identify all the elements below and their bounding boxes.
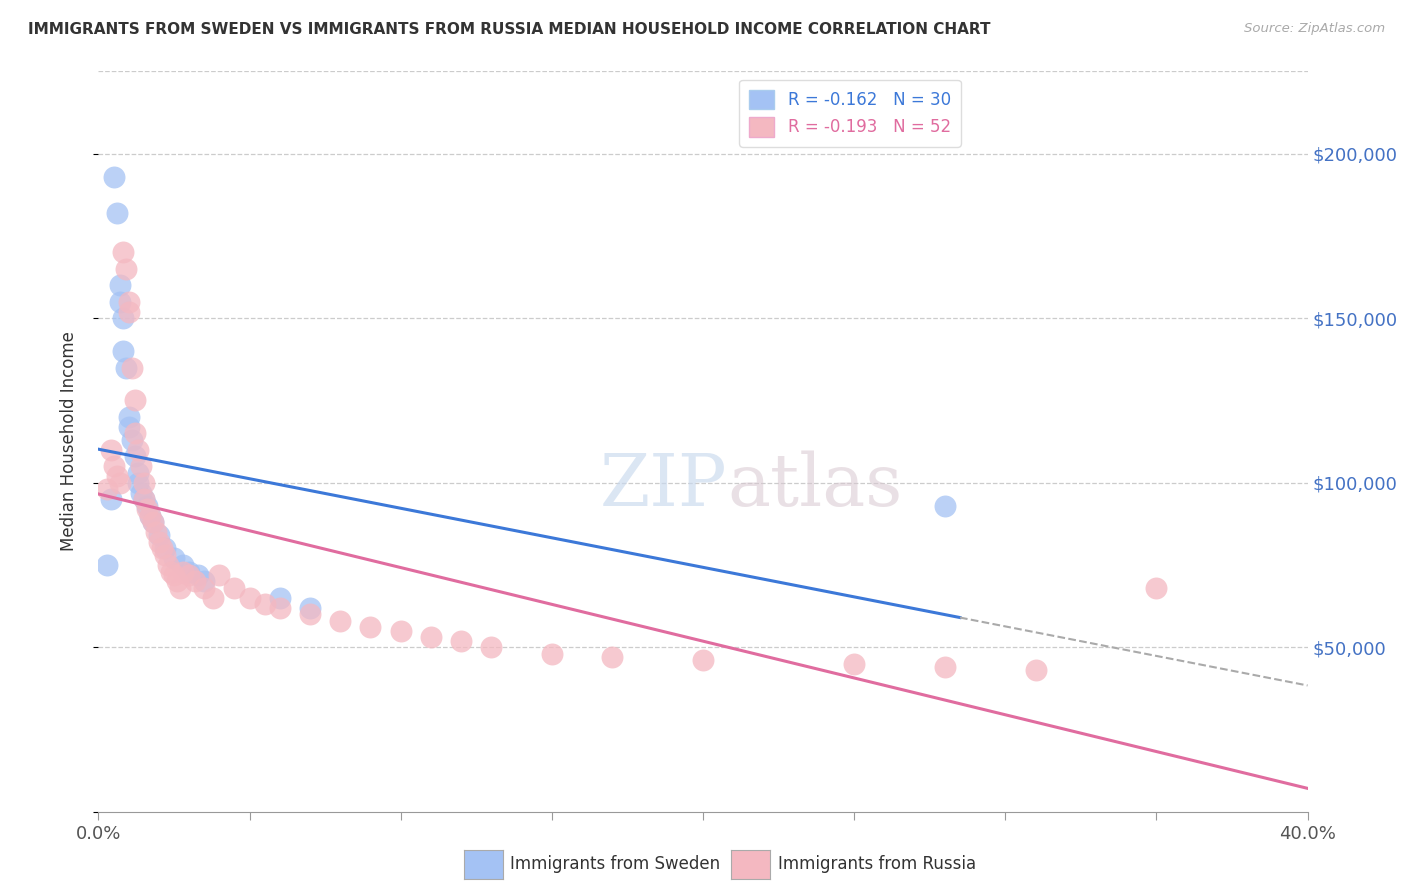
Point: [187, 567, 209, 582]
Point: [329, 614, 352, 628]
Point: [127, 466, 149, 480]
Point: [193, 574, 215, 589]
Point: [132, 492, 155, 507]
Point: [299, 600, 322, 615]
Point: [172, 565, 194, 579]
Point: [139, 508, 162, 523]
Point: [108, 475, 131, 490]
Point: [179, 567, 201, 582]
Point: [692, 653, 714, 667]
Point: [114, 360, 136, 375]
Point: [150, 541, 173, 556]
Point: [934, 660, 956, 674]
Point: [139, 508, 162, 523]
Point: [179, 565, 201, 579]
Point: [166, 574, 188, 589]
Point: [129, 485, 152, 500]
Point: [163, 567, 186, 582]
Point: [142, 515, 165, 529]
Point: [108, 278, 131, 293]
Point: [142, 515, 165, 529]
Point: [118, 419, 141, 434]
Text: atlas: atlas: [727, 450, 903, 521]
Text: Immigrants from Russia: Immigrants from Russia: [778, 855, 976, 873]
Point: [103, 169, 125, 184]
Point: [114, 261, 136, 276]
Point: [100, 492, 122, 507]
Point: [124, 393, 146, 408]
Point: [127, 442, 149, 457]
Point: [360, 620, 382, 634]
Point: [100, 442, 122, 457]
Legend: R = -0.162   N = 30, R = -0.193   N = 52: R = -0.162 N = 30, R = -0.193 N = 52: [740, 79, 960, 146]
Point: [844, 657, 866, 671]
Point: [96, 558, 118, 572]
Text: Source: ZipAtlas.com: Source: ZipAtlas.com: [1244, 22, 1385, 36]
Point: [163, 551, 186, 566]
Point: [269, 591, 291, 605]
Point: [481, 640, 503, 655]
Point: [160, 565, 183, 579]
Point: [111, 344, 134, 359]
Text: IMMIGRANTS FROM SWEDEN VS IMMIGRANTS FROM RUSSIA MEDIAN HOUSEHOLD INCOME CORRELA: IMMIGRANTS FROM SWEDEN VS IMMIGRANTS FRO…: [28, 22, 991, 37]
Point: [239, 591, 262, 605]
Point: [108, 294, 131, 309]
Point: [121, 360, 143, 375]
Point: [132, 492, 155, 507]
Point: [450, 633, 472, 648]
Point: [208, 567, 231, 582]
Point: [184, 574, 207, 589]
Point: [96, 482, 118, 496]
Point: [124, 426, 146, 441]
Point: [934, 499, 956, 513]
Point: [172, 558, 194, 572]
Point: [135, 499, 157, 513]
Point: [129, 459, 152, 474]
Point: [169, 581, 191, 595]
Text: Immigrants from Sweden: Immigrants from Sweden: [510, 855, 720, 873]
Point: [111, 245, 134, 260]
Point: [148, 528, 170, 542]
Point: [389, 624, 412, 638]
Point: [602, 650, 624, 665]
Point: [153, 548, 176, 562]
Point: [148, 535, 170, 549]
Point: [135, 502, 157, 516]
Point: [145, 524, 167, 539]
Point: [1144, 581, 1167, 595]
Point: [105, 469, 128, 483]
Point: [1024, 663, 1046, 677]
Point: [153, 541, 176, 556]
Point: [202, 591, 225, 605]
Point: [118, 294, 141, 309]
Point: [269, 600, 291, 615]
Point: [253, 598, 276, 612]
Point: [193, 581, 215, 595]
Point: [127, 475, 149, 490]
Point: [103, 459, 125, 474]
Point: [118, 304, 141, 318]
Point: [132, 475, 155, 490]
Point: [540, 647, 562, 661]
Point: [224, 581, 246, 595]
Point: [118, 409, 141, 424]
Point: [299, 607, 322, 622]
Y-axis label: Median Household Income: Median Household Income: [59, 332, 77, 551]
Point: [124, 450, 146, 464]
Point: [156, 558, 179, 572]
Text: ZIP: ZIP: [600, 450, 727, 521]
Point: [121, 433, 143, 447]
Point: [105, 206, 128, 220]
Point: [420, 630, 443, 644]
Point: [111, 311, 134, 326]
